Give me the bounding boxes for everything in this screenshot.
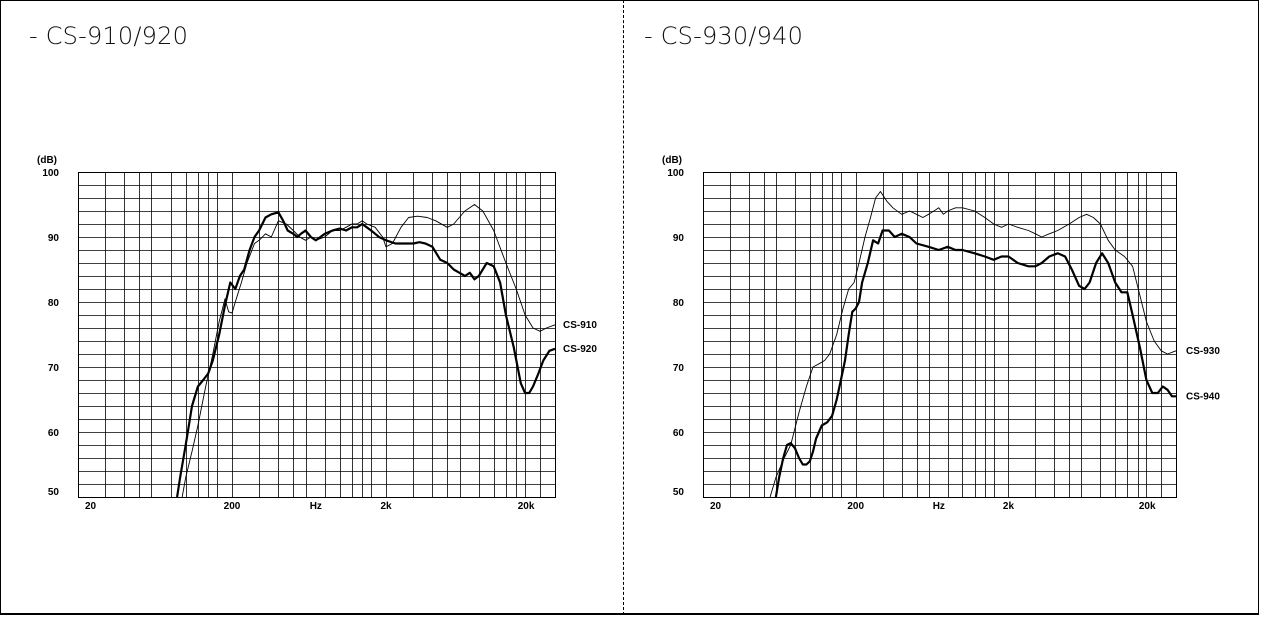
x-tick-label: 20k [1139, 501, 1156, 512]
panel-divider [623, 0, 624, 615]
x-tick-label: 200 [847, 501, 864, 512]
y-axis-unit-label: (dB) [662, 155, 682, 166]
x-tick-label: 20 [85, 501, 97, 512]
y-tick-label: 100 [667, 168, 684, 179]
y-tick-label: 90 [673, 233, 685, 244]
x-tick-label: 20k [518, 501, 535, 512]
y-tick-label: 80 [48, 298, 60, 309]
x-tick-label: Hz [310, 501, 322, 512]
x-tick-label: 20 [710, 501, 722, 512]
y-tick-label: 70 [48, 363, 60, 374]
series-label-cs-930: CS-930 [1186, 346, 1220, 357]
series-label-cs-940: CS-940 [1186, 391, 1220, 402]
series-line-cs-920 [176, 211, 556, 497]
frequency-response-chart: (dB) 100 90 80 70 60 50 20 200 Hz 2k 20k CS-910 CS-92… [37, 155, 597, 512]
plot-area-border [703, 172, 1177, 498]
y-tick-label: 70 [673, 363, 685, 374]
y-axis-unit-label: (dB) [37, 155, 57, 166]
y-tick-label: 60 [673, 428, 685, 439]
series-label-cs-920: CS-920 [563, 344, 597, 355]
chart-panel-cs-930-940: - CS-930/940 (dB) 100 90 80 70 60 50 20 200 Hz 2k 2… [624, 0, 1261, 617]
frequency-response-chart: (dB) 100 90 80 70 60 50 20 200 Hz 2k 20k CS-930 CS-94… [662, 155, 1220, 512]
series-line-cs-930 [769, 191, 1177, 497]
x-tick-label: Hz [933, 501, 945, 512]
series-line-cs-910 [181, 204, 556, 497]
y-tick-label: 50 [673, 487, 685, 498]
plot-area-border [78, 172, 556, 498]
y-tick-label: 100 [42, 168, 59, 179]
panel-title: - CS-910/920 [29, 22, 189, 50]
x-tick-label: 2k [1003, 501, 1015, 512]
y-tick-label: 60 [48, 428, 60, 439]
y-tick-label: 90 [48, 233, 60, 244]
series-line-cs-940 [774, 229, 1176, 497]
x-tick-label: 2k [380, 501, 392, 512]
y-tick-label: 50 [48, 487, 60, 498]
series-label-cs-910: CS-910 [563, 320, 597, 331]
y-tick-label: 80 [673, 298, 685, 309]
x-tick-label: 200 [224, 501, 241, 512]
chart-panel-cs-910-920: - CS-910/920 (dB) 100 90 80 70 60 50 20 200 Hz 2k 2… [0, 0, 623, 617]
panel-title: - CS-930/940 [644, 22, 804, 50]
